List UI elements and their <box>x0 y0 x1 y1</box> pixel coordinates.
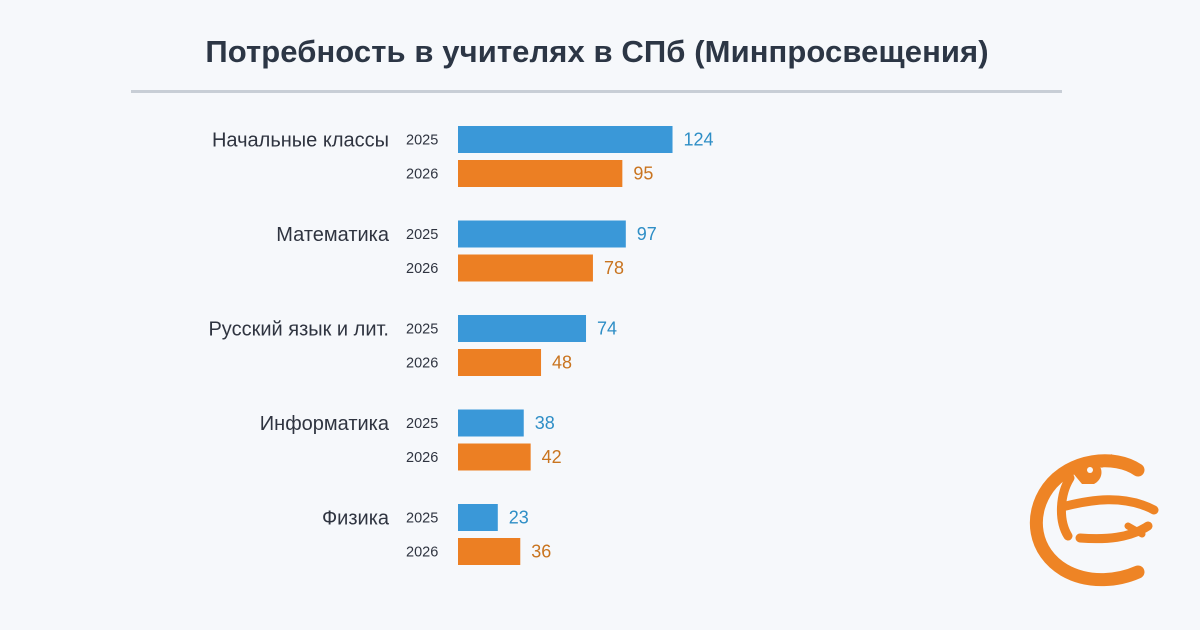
value-label: 36 <box>531 542 551 562</box>
value-label: 42 <box>542 447 562 467</box>
year-label: 2026 <box>406 356 438 372</box>
value-label: 95 <box>633 164 653 184</box>
year-label: 2026 <box>406 167 438 183</box>
bar <box>458 315 587 342</box>
year-label: 2025 <box>406 227 438 243</box>
bar <box>458 443 531 471</box>
bar <box>458 538 521 565</box>
category-label: Математика <box>276 224 390 246</box>
chart-title: Потребность в учителях в СПб (Минпросвещ… <box>205 34 989 69</box>
bar <box>458 160 623 187</box>
value-label: 97 <box>637 224 657 244</box>
year-label: 2025 <box>406 416 438 432</box>
year-label: 2026 <box>406 450 438 466</box>
bar <box>458 349 542 376</box>
year-label: 2025 <box>406 322 438 338</box>
year-label: 2025 <box>406 511 438 527</box>
year-label: 2025 <box>406 133 438 149</box>
year-label: 2026 <box>406 545 438 561</box>
value-label: 78 <box>604 258 624 278</box>
value-label: 48 <box>552 353 572 373</box>
bar <box>458 409 524 437</box>
title-divider <box>131 90 1062 93</box>
bar <box>458 220 626 248</box>
category-label: Информатика <box>260 413 390 435</box>
bar <box>458 254 593 282</box>
value-label: 23 <box>509 508 529 528</box>
year-label: 2026 <box>406 261 438 277</box>
value-label: 38 <box>535 413 555 433</box>
value-label: 124 <box>684 130 714 150</box>
category-label: Начальные классы <box>212 130 389 152</box>
bar <box>458 126 673 153</box>
category-label: Русский язык и лит. <box>208 319 389 341</box>
value-label: 74 <box>597 319 617 339</box>
bar <box>458 504 498 531</box>
bird-emblem-icon <box>1029 454 1159 587</box>
category-label: Физика <box>322 508 390 530</box>
